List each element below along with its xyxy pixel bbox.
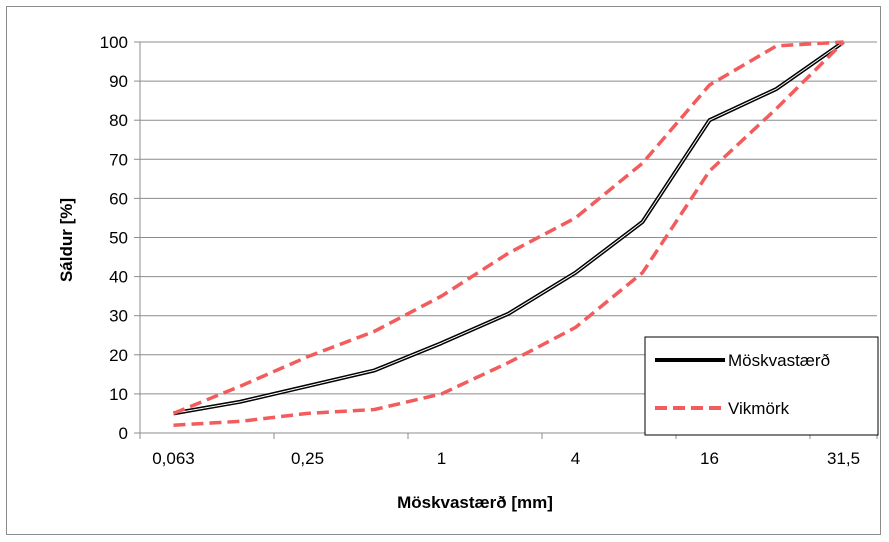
y-tick-label-20: 20	[109, 346, 128, 365]
y-tick-label-60: 60	[109, 189, 128, 208]
y-tick-label-70: 70	[109, 150, 128, 169]
x-tick-label-4: 1	[437, 449, 446, 468]
y-tick-label-40: 40	[109, 268, 128, 287]
y-tick-label-0: 0	[119, 424, 128, 443]
x-tick-label-8: 16	[700, 449, 719, 468]
chart-frame	[6, 6, 881, 535]
x-tick-label-10: 31,5	[827, 449, 860, 468]
x-tick-label-6: 4	[571, 449, 580, 468]
y-tick-label-10: 10	[109, 385, 128, 404]
axes: 0 10 20 30 40 50 60 70 80 90 100 0,063 0,25 1 4 16 31,5	[100, 33, 878, 468]
y-axis-title: Sáldur [%]	[57, 198, 76, 282]
y-tick-label-80: 80	[109, 111, 128, 130]
x-tick-label-0: 0,063	[152, 449, 195, 468]
y-tick-label-30: 30	[109, 307, 128, 326]
x-tick-label-2: 0,25	[291, 449, 324, 468]
legend: Möskvastærð Vikmörk	[644, 336, 879, 436]
series-line-2	[173, 40, 845, 427]
y-tick-label-50: 50	[109, 229, 128, 248]
legend-label-0: Möskvastærð	[728, 351, 830, 370]
legend-label-1: Vikmörk	[728, 399, 790, 418]
x-axis-title: Möskvastærð [mm]	[397, 493, 553, 512]
y-tick-label-90: 90	[109, 72, 128, 91]
y-tick-label-100: 100	[100, 33, 128, 52]
series-line-0-core	[173, 41, 844, 414]
legend-box	[644, 336, 879, 436]
series-layer	[172, 40, 845, 427]
